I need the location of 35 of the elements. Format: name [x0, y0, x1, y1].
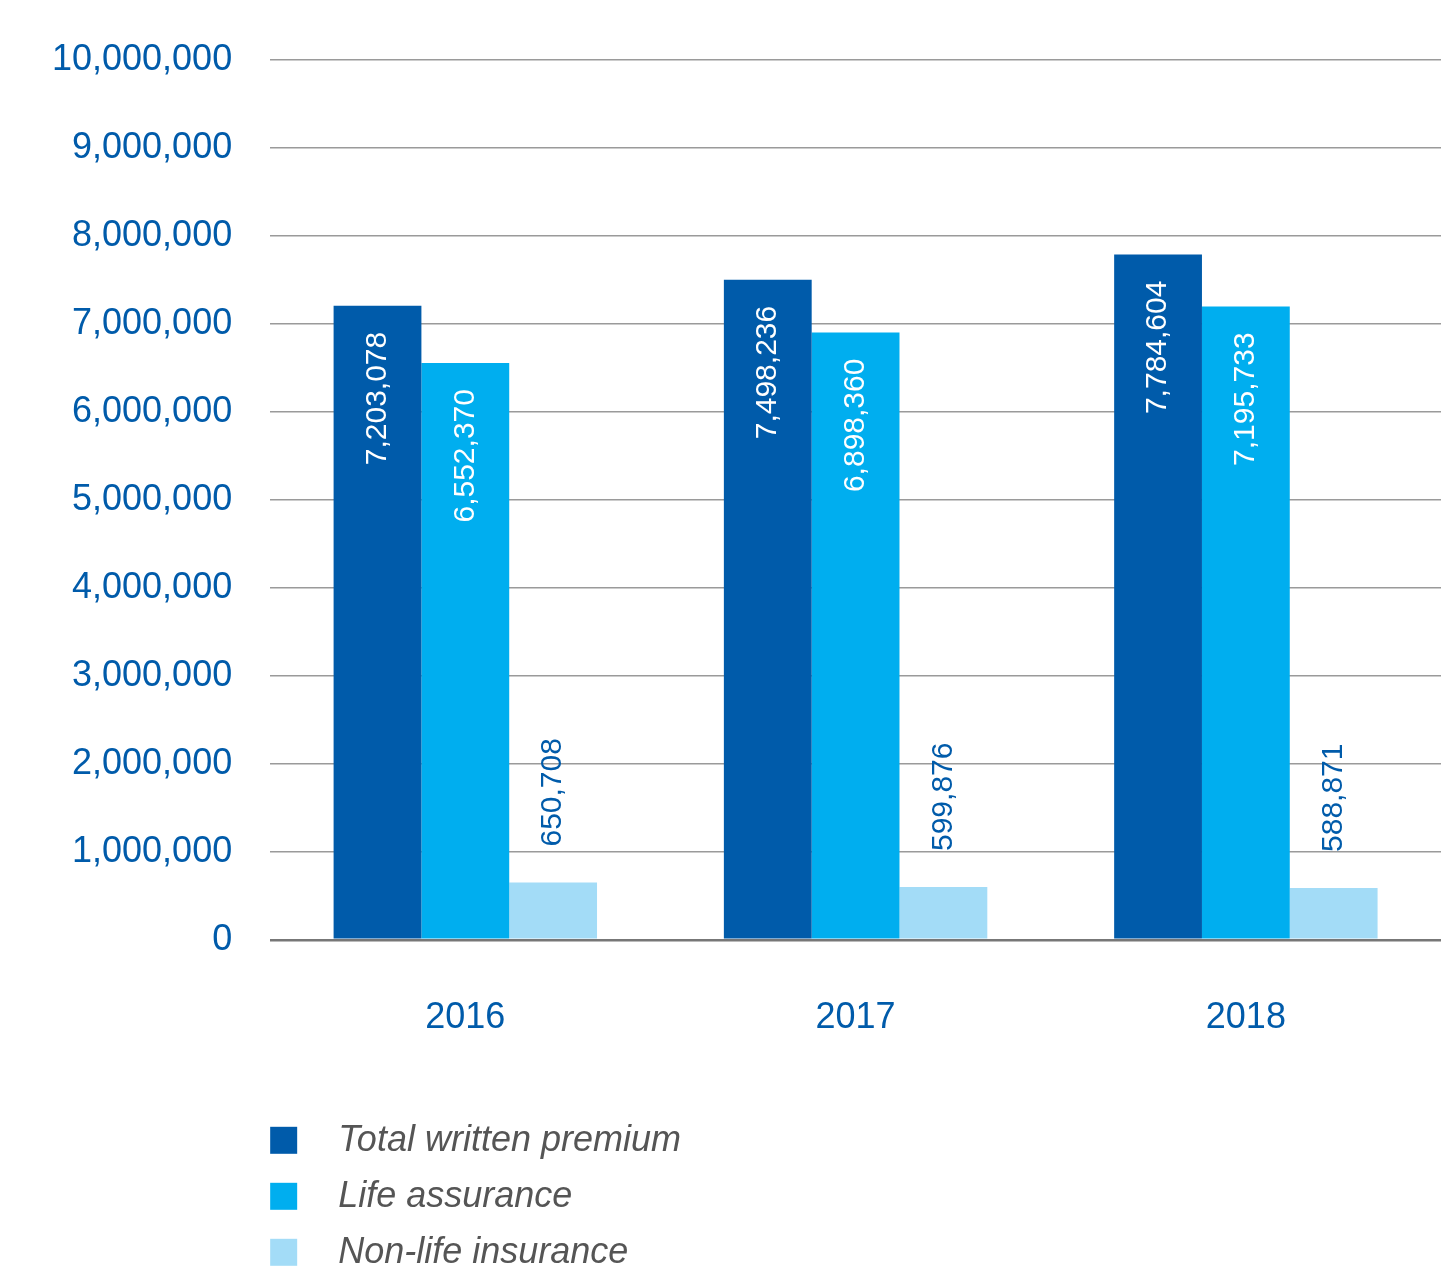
y-tick-label: 1,000,000 — [72, 828, 233, 870]
y-tick-label: 4,000,000 — [72, 564, 233, 606]
data-label: 588,871 — [1314, 743, 1348, 852]
data-label: 599,876 — [924, 742, 958, 851]
legend-label: Non-life insurance — [338, 1229, 629, 1270]
data-label: 7,498,236 — [749, 305, 783, 440]
x-tick-label: 2016 — [425, 995, 506, 1037]
data-label: 6,898,360 — [836, 358, 870, 493]
y-tick-label: 9,000,000 — [72, 124, 233, 166]
y-tick-label: 2,000,000 — [72, 740, 233, 782]
bar — [421, 363, 510, 939]
y-tick-label: 6,000,000 — [72, 388, 233, 430]
bar — [1201, 306, 1290, 939]
y-tick-label: 5,000,000 — [72, 476, 233, 518]
data-label: 7,203,078 — [358, 331, 392, 466]
y-tick-label: 10,000,000 — [51, 36, 233, 78]
data-label: 7,195,733 — [1227, 332, 1261, 466]
y-tick-label: 7,000,000 — [72, 300, 233, 342]
bar — [509, 882, 598, 939]
bar — [811, 332, 900, 939]
bar — [1289, 887, 1378, 939]
bar — [1114, 254, 1202, 939]
bar — [899, 887, 988, 939]
legend-label: Life assurance — [338, 1173, 573, 1215]
y-tick-label: 3,000,000 — [72, 652, 233, 694]
data-label: 7,784,604 — [1139, 280, 1173, 415]
y-tick-label: 0 — [212, 916, 233, 958]
x-tick-label: 2018 — [1205, 995, 1286, 1037]
bar — [723, 279, 812, 939]
x-tick-label: 2017 — [815, 995, 896, 1037]
y-tick-label: 8,000,000 — [72, 212, 233, 254]
data-label: 6,552,370 — [446, 389, 480, 523]
bar — [333, 305, 422, 939]
legend-label: Total written premium — [338, 1117, 681, 1159]
data-label: 650,708 — [534, 738, 568, 847]
